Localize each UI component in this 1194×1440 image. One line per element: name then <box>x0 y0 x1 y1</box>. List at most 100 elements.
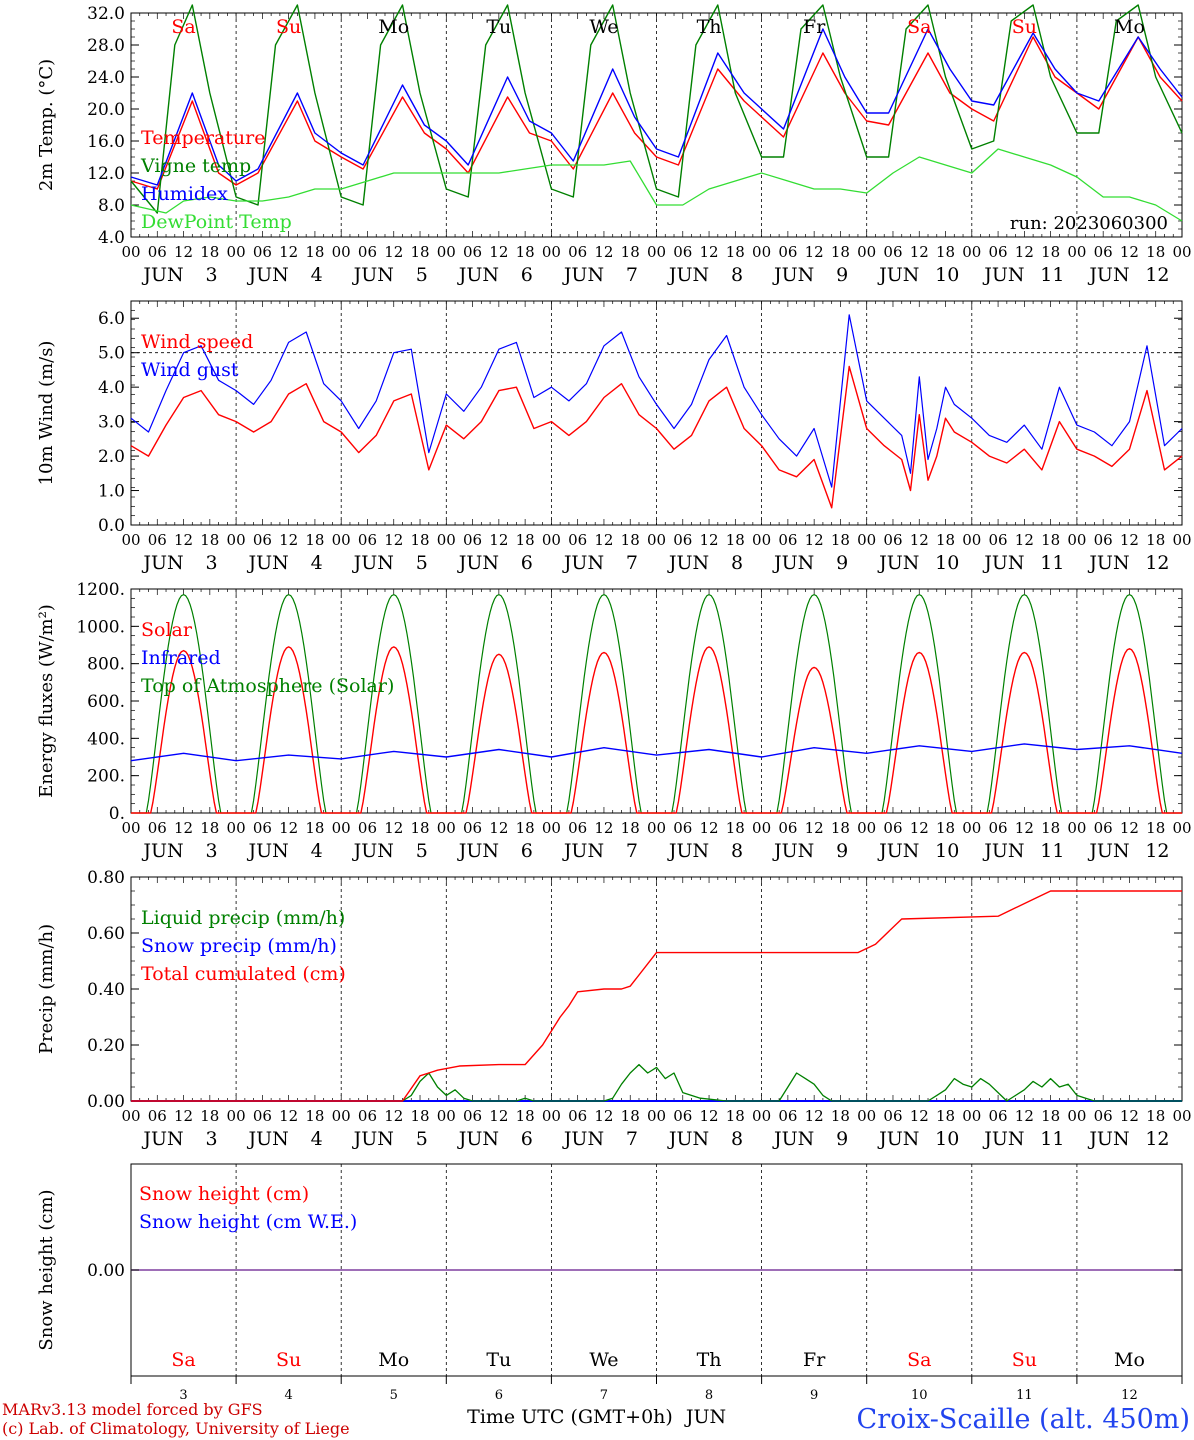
hour-label: 06 <box>778 1107 797 1125</box>
month-label: JUN <box>877 840 919 862</box>
station-label: Croix-Scaille (alt. 450m) <box>857 1404 1190 1435</box>
hour-label: 06 <box>148 531 167 549</box>
day-label: Su <box>1012 1349 1037 1371</box>
month-label: JUN <box>457 840 499 862</box>
legend-entry: Snow precip (mm/h) <box>141 935 337 957</box>
month-label: JUN <box>877 264 919 286</box>
y-tick-label: 0.00 <box>87 1261 125 1281</box>
hour-label: 18 <box>410 1107 429 1125</box>
credit-lab: (c) Lab. of Climatology, University of L… <box>2 1419 350 1438</box>
date-label: 8 <box>731 552 743 574</box>
y-tick-label: 400. <box>87 729 125 749</box>
hour-label: 18 <box>305 531 324 549</box>
hour-label: 12 <box>489 819 508 837</box>
hour-label: 00 <box>332 1107 351 1125</box>
hour-label: 00 <box>752 1107 771 1125</box>
hour-label: 00 <box>962 819 981 837</box>
month-label: JUN <box>667 840 709 862</box>
legend-entry: Infrared <box>141 647 221 669</box>
hour-label: 12 <box>910 1107 929 1125</box>
date-label: 6 <box>521 264 533 286</box>
hour-label: 12 <box>805 243 824 261</box>
day-label: Su <box>1012 16 1037 38</box>
x-axis-temperature: 00 06 12 18 00 06 12 18 00 06 12 18 00 06 12 18 00 06 12 18… <box>121 243 1191 286</box>
hour-label: 00 <box>752 531 771 549</box>
date-label: 9 <box>836 552 848 574</box>
month-label: JUN <box>1087 1128 1129 1150</box>
date-label: 10 <box>935 264 959 286</box>
precip-series: Liquid precip (mm/h) Snow precip (mm/h) To… <box>131 890 1182 1102</box>
x-axis-radiation: 00 06 12 18 00 06 12 18 00 06 12 18 00 06 12 18 00 06 12 18… <box>121 819 1191 862</box>
hour-label: 12 <box>594 1107 613 1125</box>
series-line-wind-gust <box>130 314 1183 488</box>
footer: MARv3.13 model forced by GFS(c) Lab. of … <box>2 1400 1190 1438</box>
hour-label: 00 <box>1172 1107 1191 1125</box>
month-label: JUN <box>141 1128 183 1150</box>
series-line-vigne-temp <box>130 4 1183 214</box>
panel-wind <box>130 300 1183 526</box>
hour-label: 00 <box>857 1107 876 1125</box>
day-label: Sa <box>171 16 195 38</box>
hour-label: 06 <box>148 1107 167 1125</box>
legend-entry: Total cumulated (cm) <box>141 963 346 985</box>
date-label: 10 <box>935 1128 959 1150</box>
hour-label: 12 <box>910 819 929 837</box>
hour-label: 00 <box>1172 531 1191 549</box>
y-axis-label: Precip (mm/h) <box>36 924 57 1054</box>
hour-label: 18 <box>726 243 745 261</box>
date-label: 9 <box>836 840 848 862</box>
day-label: Su <box>276 1349 301 1371</box>
hour-label: 00 <box>647 819 666 837</box>
hour-label: 18 <box>410 819 429 837</box>
hour-label: 06 <box>989 819 1008 837</box>
date-label: 7 <box>626 552 638 574</box>
hour-label: 00 <box>962 1107 981 1125</box>
date-label: 11 <box>1040 1128 1064 1150</box>
month-label: JUN <box>352 840 394 862</box>
y-axis-wind: 0.0 1.0 2.0 3.0 4.0 5.0 6.0 10m Wind (m/s) <box>36 300 1182 536</box>
y-tick-label: 0.0 <box>98 516 125 536</box>
month-label: JUN <box>352 264 394 286</box>
hour-label: 12 <box>1120 819 1139 837</box>
hour-label: 06 <box>463 531 482 549</box>
hour-label: 12 <box>805 1107 824 1125</box>
month-label: JUN <box>667 552 709 574</box>
y-tick-label: 4.0 <box>98 378 125 398</box>
hour-label: 00 <box>121 819 140 837</box>
hour-label: 06 <box>253 1107 272 1125</box>
date-label: 4 <box>311 1128 323 1150</box>
hour-label: 06 <box>673 531 692 549</box>
hour-label: 00 <box>227 243 246 261</box>
hour-label: 18 <box>200 1107 219 1125</box>
hour-label: 06 <box>358 531 377 549</box>
hour-label: 06 <box>568 1107 587 1125</box>
month-label: JUN <box>667 1128 709 1150</box>
date-label: 12 <box>1145 264 1169 286</box>
month-label: JUN <box>562 264 604 286</box>
date-label: 7 <box>626 264 638 286</box>
series-line-wind-speed <box>130 365 1183 509</box>
y-tick-label: 1000. <box>76 617 125 637</box>
day-label: Sa <box>171 1349 195 1371</box>
hour-label: 12 <box>279 1107 298 1125</box>
hour-label: 18 <box>621 531 640 549</box>
hour-label: 12 <box>384 819 403 837</box>
legend-entry: Snow height (cm W.E.) <box>139 1211 357 1233</box>
month-label: JUN <box>247 552 289 574</box>
legend-entry: Humidex <box>141 183 228 205</box>
y-tick-label: 8.0 <box>98 196 125 216</box>
hour-label: 06 <box>1094 531 1113 549</box>
hour-label: 12 <box>489 531 508 549</box>
hour-label: 00 <box>121 531 140 549</box>
hour-label: 18 <box>200 531 219 549</box>
date-label: 3 <box>206 1128 218 1150</box>
radiation-series: Solar Infrared Top of Atmosphere (Solar) <box>130 593 1183 814</box>
hour-label: 12 <box>594 243 613 261</box>
y-tick-label: 24.0 <box>87 68 125 88</box>
date-label: 12 <box>1145 552 1169 574</box>
legend-entry: DewPoint Temp <box>141 211 292 233</box>
day-label: Mo <box>1114 1349 1145 1371</box>
y-tick-label: 800. <box>87 655 125 675</box>
hour-label: 12 <box>384 243 403 261</box>
